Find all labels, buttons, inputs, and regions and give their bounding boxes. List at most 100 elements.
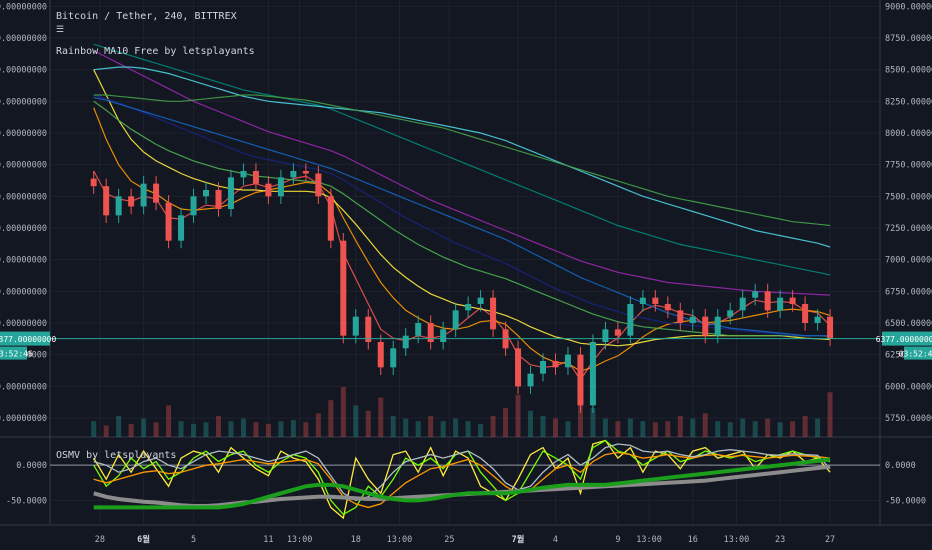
candle-body — [764, 291, 771, 311]
candle-body — [252, 171, 259, 184]
volume-bar — [328, 400, 334, 437]
candle-body — [415, 323, 422, 336]
candle-body — [377, 342, 384, 368]
volume-bar — [390, 415, 396, 437]
volume-bar — [353, 405, 359, 437]
price-tick-label-left: 7500.00000000 — [0, 192, 47, 202]
price-tick-label-right: 8750.00000000 — [885, 34, 932, 44]
volume-bar — [203, 422, 209, 437]
time-tick-label: 23 — [775, 535, 785, 545]
candle-body — [302, 171, 309, 174]
candle-body — [827, 316, 834, 339]
moving-average-line — [93, 50, 831, 296]
eye-icon[interactable]: ☰ — [56, 25, 65, 35]
time-tick-label: 13:00 — [724, 535, 750, 545]
countdown-right-label: 03:52:46 — [899, 350, 932, 359]
volume-bar — [428, 415, 434, 437]
price-tick-label-right: 8500.00000000 — [885, 66, 932, 76]
candle-body — [402, 335, 409, 349]
price-tick-label-left: 7000.00000000 — [0, 256, 47, 266]
volume-bar — [552, 418, 558, 437]
price-tick-label-left: 7250.00000000 — [0, 224, 47, 234]
volume-bar — [465, 421, 471, 437]
volume-bar — [640, 421, 646, 437]
price-tick-label-right: 7500.00000000 — [885, 192, 932, 202]
price-tick-label-right: 7000.00000000 — [885, 256, 932, 266]
volume-bar — [740, 418, 746, 437]
price-marker-right — [882, 331, 932, 346]
oscillator-line — [93, 439, 831, 520]
volume-bar — [777, 422, 783, 437]
candle-body — [203, 190, 210, 197]
candle-body — [789, 297, 796, 304]
price-tick-label-right: 5750.00000000 — [885, 414, 932, 424]
price-tick-label-left: 8000.00000000 — [0, 129, 47, 139]
volume-bar — [278, 421, 284, 437]
volume-bar — [702, 413, 708, 437]
symbol-title: Bitcoin / Tether, 240, BITTREX — [56, 11, 237, 22]
candle-body — [664, 304, 671, 311]
countdown-left-label: 03:52:46 — [0, 350, 33, 359]
volume-bar — [453, 418, 459, 437]
oscillator-line — [93, 457, 831, 510]
volume-bar — [253, 422, 259, 437]
volume-bar — [340, 387, 346, 437]
volume-bar — [677, 415, 683, 437]
volume-bar — [577, 389, 583, 437]
volume-bar — [615, 421, 621, 437]
candle-body — [490, 297, 497, 330]
candle-body — [465, 304, 472, 311]
price-tick-label-right: 9000.00000000 — [885, 2, 932, 12]
volume-bar — [827, 392, 833, 437]
price-tick-label-right: 7750.00000000 — [885, 161, 932, 171]
candle-body — [614, 329, 621, 336]
price-marker-left-label: 6377.00000000 — [0, 335, 56, 344]
time-tick-label: 16 — [688, 535, 698, 545]
price-tick-label-left: 8750.00000000 — [0, 34, 47, 44]
volume-bar — [91, 421, 97, 437]
candle-body — [340, 240, 347, 336]
price-tick-label-left: 8500.00000000 — [0, 66, 47, 76]
volume-bar — [153, 422, 159, 437]
volume-bar — [315, 413, 321, 437]
volume-bar — [652, 422, 658, 437]
volume-bar — [365, 410, 371, 437]
moving-average-line — [93, 94, 831, 227]
candle-body — [739, 297, 746, 311]
candle-body — [564, 354, 571, 368]
price-tick-label-right: 7250.00000000 — [885, 224, 932, 234]
candle-body — [452, 310, 459, 330]
volume-bar — [265, 423, 271, 437]
time-tick-label: 6월 — [137, 534, 150, 545]
candle-body — [515, 348, 522, 387]
candle-body — [477, 297, 484, 304]
time-tick-label: 4 — [553, 535, 558, 545]
candle-body — [165, 202, 172, 241]
candle-body — [365, 316, 372, 342]
candle-body — [727, 310, 734, 317]
volume-bar — [415, 421, 421, 437]
candle-body — [153, 183, 160, 203]
volume-bar — [478, 423, 484, 437]
volume-bar — [802, 415, 808, 437]
candle-body — [714, 316, 721, 336]
volume-bar — [727, 422, 733, 437]
price-tick-label-right: 6750.00000000 — [885, 287, 932, 297]
price-tick-label-right: 8250.00000000 — [885, 97, 932, 107]
price-tick-label-left: 9000.00000000 — [0, 2, 47, 12]
volume-bar — [378, 397, 384, 437]
candle-body — [627, 304, 634, 336]
price-marker-right-label: 6377.00000000 — [876, 335, 932, 344]
price-tick-label-right: 8000.00000000 — [885, 129, 932, 139]
candle-body — [277, 177, 284, 197]
oscillator-line — [93, 443, 831, 502]
candle-body — [652, 297, 659, 304]
oscillator-line — [93, 451, 831, 509]
moving-average-line — [93, 66, 831, 248]
volume-bar — [290, 420, 296, 437]
candle-body — [677, 310, 684, 323]
osc-tick-label-left: -50.0000 — [6, 496, 47, 506]
price-tick-label-left: 6750.00000000 — [0, 287, 47, 297]
volume-bar — [103, 425, 109, 437]
